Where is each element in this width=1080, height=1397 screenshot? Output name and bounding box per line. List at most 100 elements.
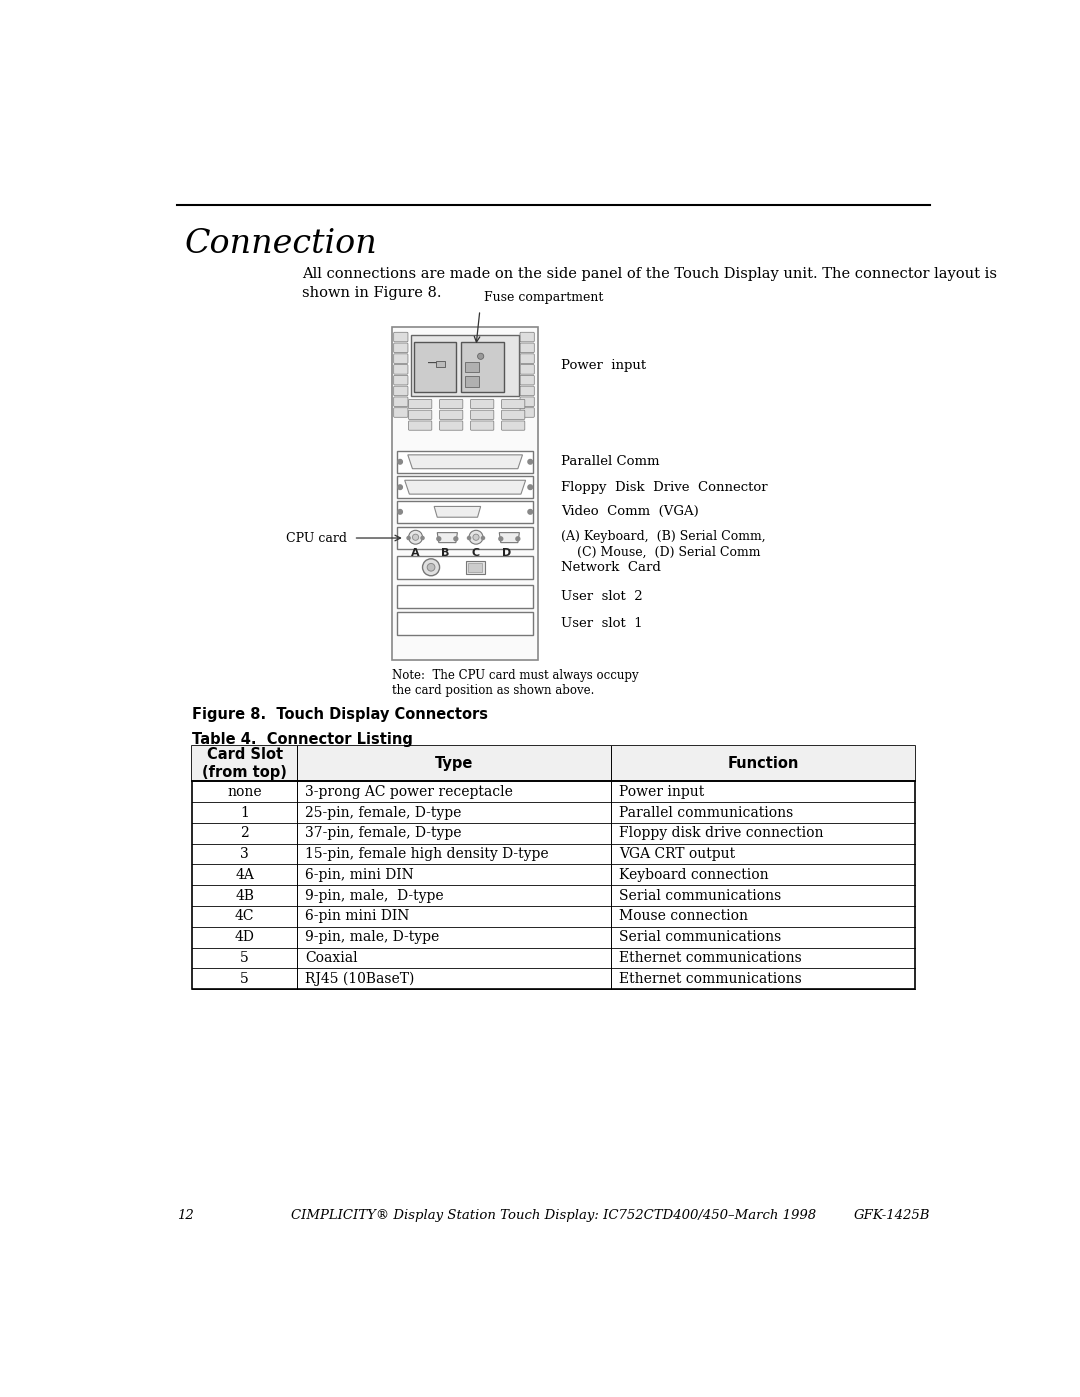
Text: 4D: 4D (234, 930, 255, 944)
FancyBboxPatch shape (501, 400, 525, 409)
Bar (469, 563, 482, 571)
FancyBboxPatch shape (394, 332, 408, 342)
Polygon shape (499, 532, 519, 542)
Circle shape (413, 534, 419, 541)
Bar (410, 335, 519, 397)
Circle shape (482, 536, 485, 539)
Circle shape (468, 536, 471, 539)
Circle shape (473, 534, 480, 541)
Text: RJ45 (10BaseT): RJ45 (10BaseT) (305, 972, 415, 986)
FancyBboxPatch shape (465, 562, 485, 574)
Bar (397, 502, 534, 522)
Text: Type: Type (435, 756, 473, 771)
FancyBboxPatch shape (440, 400, 463, 409)
Circle shape (408, 531, 422, 545)
Text: Mouse connection: Mouse connection (619, 909, 748, 923)
Circle shape (397, 485, 403, 489)
Text: Connection: Connection (185, 229, 377, 260)
FancyBboxPatch shape (440, 420, 463, 430)
Circle shape (528, 510, 532, 514)
Bar (465, 362, 480, 372)
Circle shape (428, 563, 435, 571)
Bar (460, 342, 504, 391)
Text: 25-pin, female, D-type: 25-pin, female, D-type (305, 806, 461, 820)
Text: All connections are made on the side panel of the Touch Display unit. The connec: All connections are made on the side pan… (302, 267, 998, 300)
Text: CPU card: CPU card (286, 531, 348, 545)
Text: D: D (502, 548, 512, 557)
Text: C: C (472, 548, 481, 557)
Circle shape (499, 536, 502, 541)
FancyBboxPatch shape (394, 344, 408, 352)
Text: CIMPLICITY® Display Station Touch Display: IC752CTD400/450–March 1998: CIMPLICITY® Display Station Touch Displa… (291, 1210, 816, 1222)
Text: Network  Card: Network Card (562, 560, 661, 574)
Text: –: – (429, 358, 436, 372)
FancyBboxPatch shape (471, 420, 494, 430)
Polygon shape (408, 455, 523, 469)
Text: Coaxial: Coaxial (305, 951, 357, 965)
Text: 4B: 4B (235, 888, 254, 902)
Text: Figure 8.  Touch Display Connectors: Figure 8. Touch Display Connectors (192, 707, 488, 722)
Text: Table 4.  Connector Listing: Table 4. Connector Listing (192, 732, 414, 747)
FancyBboxPatch shape (394, 353, 408, 363)
Bar (192, 746, 915, 781)
Text: Ethernet communications: Ethernet communications (619, 951, 801, 965)
Text: Video  Comm  (VGA): Video Comm (VGA) (562, 506, 699, 518)
FancyBboxPatch shape (408, 420, 432, 430)
Text: A: A (411, 548, 420, 557)
FancyBboxPatch shape (394, 397, 408, 407)
Text: 3-prong AC power receptacle: 3-prong AC power receptacle (305, 785, 513, 799)
Circle shape (528, 460, 532, 464)
Text: Card Slot
(from top): Card Slot (from top) (202, 747, 287, 780)
FancyBboxPatch shape (501, 420, 525, 430)
Bar (435, 360, 445, 367)
Bar (397, 527, 534, 549)
Circle shape (528, 485, 532, 489)
FancyBboxPatch shape (521, 408, 535, 418)
Text: 5: 5 (241, 972, 249, 986)
Circle shape (516, 536, 519, 541)
Text: 37-pin, female, D-type: 37-pin, female, D-type (305, 826, 461, 841)
Bar (397, 585, 534, 608)
Text: User  slot  1: User slot 1 (562, 617, 643, 630)
FancyBboxPatch shape (408, 411, 432, 419)
Text: 4A: 4A (235, 868, 254, 882)
Polygon shape (437, 532, 458, 542)
Text: 1: 1 (240, 806, 249, 820)
Circle shape (397, 460, 403, 464)
Text: 15-pin, female high density D-type: 15-pin, female high density D-type (305, 847, 549, 861)
FancyBboxPatch shape (501, 411, 525, 419)
Text: 6-pin, mini DIN: 6-pin, mini DIN (305, 868, 414, 882)
FancyBboxPatch shape (394, 408, 408, 418)
Polygon shape (405, 481, 526, 495)
Circle shape (477, 353, 484, 359)
Text: Parallel Comm: Parallel Comm (562, 455, 660, 468)
Text: Serial communications: Serial communications (619, 930, 781, 944)
Text: Floppy  Disk  Drive  Connector: Floppy Disk Drive Connector (562, 481, 768, 493)
FancyBboxPatch shape (521, 353, 535, 363)
FancyBboxPatch shape (394, 386, 408, 395)
Circle shape (421, 536, 424, 539)
Text: Keyboard connection: Keyboard connection (619, 868, 769, 882)
Text: User  slot  2: User slot 2 (562, 590, 643, 604)
Text: none: none (228, 785, 262, 799)
Bar (397, 476, 534, 497)
Bar (465, 376, 480, 387)
Text: Power  input: Power input (562, 359, 646, 372)
Text: 9-pin, male,  D-type: 9-pin, male, D-type (305, 888, 444, 902)
FancyBboxPatch shape (521, 386, 535, 395)
Text: Power input: Power input (619, 785, 704, 799)
FancyBboxPatch shape (408, 400, 432, 409)
Text: Note:  The CPU card must always occupy
the card position as shown above.: Note: The CPU card must always occupy th… (392, 669, 639, 697)
Text: B: B (441, 548, 449, 557)
FancyBboxPatch shape (521, 397, 535, 407)
Polygon shape (434, 507, 481, 517)
Text: 6-pin mini DIN: 6-pin mini DIN (305, 909, 409, 923)
FancyBboxPatch shape (521, 332, 535, 342)
Text: Ethernet communications: Ethernet communications (619, 972, 801, 986)
Circle shape (437, 536, 441, 541)
Text: 4C: 4C (235, 909, 255, 923)
Text: Floppy disk drive connection: Floppy disk drive connection (619, 826, 824, 841)
Text: 3: 3 (241, 847, 249, 861)
Bar (192, 746, 915, 989)
FancyBboxPatch shape (471, 400, 494, 409)
